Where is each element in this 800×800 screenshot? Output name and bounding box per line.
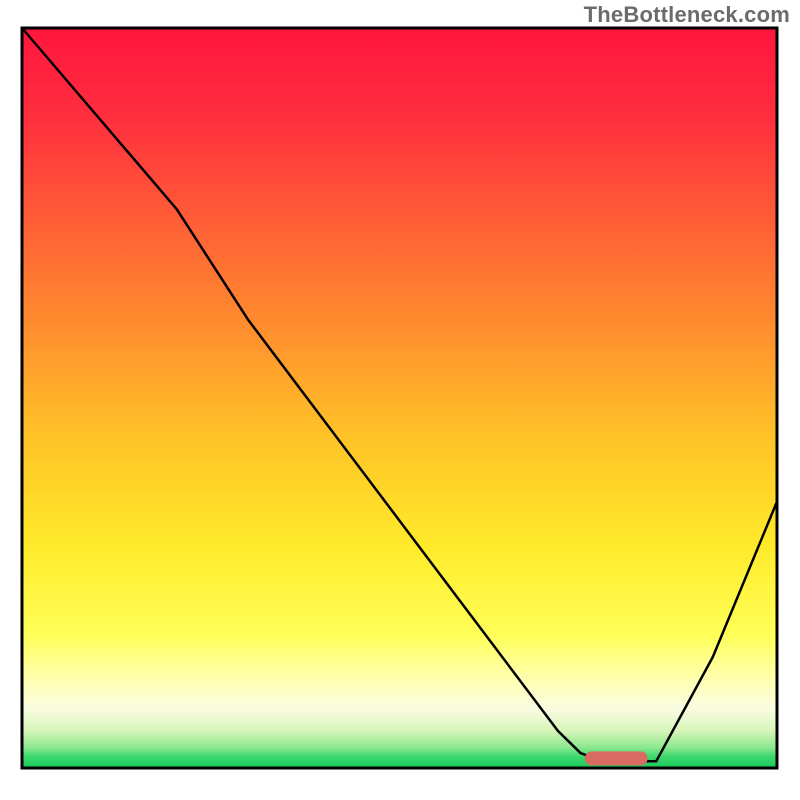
optimal-range-marker (585, 751, 648, 765)
watermark-text: TheBottleneck.com (584, 2, 790, 28)
plot-background (22, 28, 777, 768)
chart-container: TheBottleneck.com (0, 0, 800, 800)
bottleneck-chart (0, 0, 800, 800)
